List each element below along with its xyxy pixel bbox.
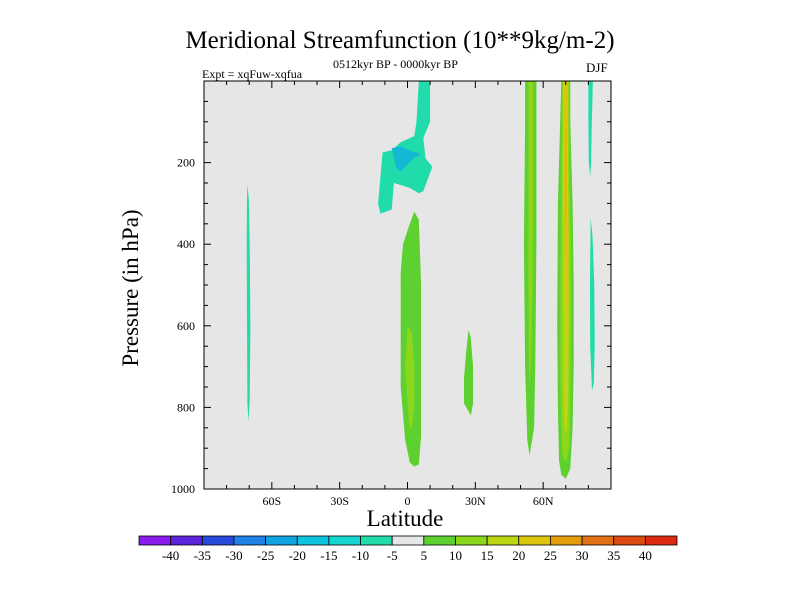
colorbar-swatch	[455, 535, 488, 546]
contour-neg-5-strip-70S	[246, 185, 251, 422]
colorbar-swatch	[296, 535, 330, 546]
contour-neg-10-core-tropics	[391, 146, 422, 172]
colorbar-label: -20	[289, 548, 306, 563]
colorbar-swatch	[518, 535, 551, 546]
colorbar-swatch	[201, 535, 235, 546]
colorbar-label: 30	[576, 548, 589, 563]
colorbar-swatch	[581, 535, 615, 546]
season-label: DJF	[586, 60, 608, 75]
y-axis-label: Pressure (in hPa)	[118, 209, 143, 367]
colorbar-swatch	[613, 535, 646, 546]
colorbar-swatch	[328, 535, 361, 546]
contour-neg-5-strip-80N-lower	[590, 217, 595, 392]
colorbar-label: 10	[449, 548, 462, 563]
colorbar-swatch	[391, 535, 425, 546]
y-tick-label: 400	[177, 237, 195, 251]
axes-layer: 60S 30S 0 30N 60N 200 400 600 800 1000	[171, 80, 612, 508]
y-tick-label: 1000	[171, 482, 195, 496]
contour-layer	[246, 81, 595, 479]
colorbar-label: 15	[481, 548, 494, 563]
contour-pos-10-band-52N	[528, 81, 533, 392]
contour-pos-10-core-equator	[405, 325, 415, 430]
colorbar-label: -10	[352, 548, 369, 563]
colorbar: -40 -35 -30 -25 -20 -15 -10 -5 5 10 15 20 25 30 35 40	[138, 535, 678, 563]
colorbar-swatch	[138, 535, 172, 546]
x-axis-label: Latitude	[366, 506, 444, 531]
colorbar-swatch	[550, 535, 583, 546]
y-tick-label: 800	[177, 400, 195, 414]
x-tick-label: 30N	[465, 494, 486, 508]
colorbar-label: 5	[421, 548, 428, 563]
chart-subtitle: 0512kyr BP - 0000kyr BP	[333, 57, 458, 71]
colorbar-swatch	[360, 535, 393, 546]
colorbar-swatch	[170, 535, 203, 546]
contour-neg-5-strip-80N-upper	[588, 81, 593, 177]
colorbar-label: -15	[320, 548, 337, 563]
colorbar-swatch	[233, 535, 266, 546]
x-tick-label: 30S	[330, 494, 349, 508]
contour-pos-5-blob-25N	[464, 329, 474, 416]
colorbar-swatch	[644, 535, 678, 546]
contour-neg-5-band-tropics-upper	[378, 81, 433, 214]
x-tick-label: 0	[405, 494, 411, 508]
colorbar-label: -30	[225, 548, 242, 563]
colorbar-swatch	[265, 535, 298, 546]
contour-pos-25-core-67N	[565, 130, 567, 253]
colorbar-label: 25	[544, 548, 557, 563]
colorbar-label: -40	[162, 548, 179, 563]
colorbar-swatch	[423, 535, 456, 546]
colorbar-label: -25	[257, 548, 274, 563]
colorbar-swatch	[486, 535, 520, 546]
colorbar-label: 20	[512, 548, 525, 563]
colorbar-label: -5	[387, 548, 398, 563]
x-tick-label: 60S	[262, 494, 281, 508]
y-tick-label: 200	[177, 156, 195, 170]
colorbar-label: 35	[607, 548, 620, 563]
experiment-label: Expt = xqFuw-xqfua	[202, 67, 303, 81]
colorbar-label: 40	[639, 548, 652, 563]
y-tick-label: 600	[177, 319, 195, 333]
chart-title: Meridional Streamfunction (10**9kg/m-2)	[185, 27, 615, 54]
colorbar-label: -35	[194, 548, 211, 563]
x-tick-label: 60N	[533, 494, 554, 508]
